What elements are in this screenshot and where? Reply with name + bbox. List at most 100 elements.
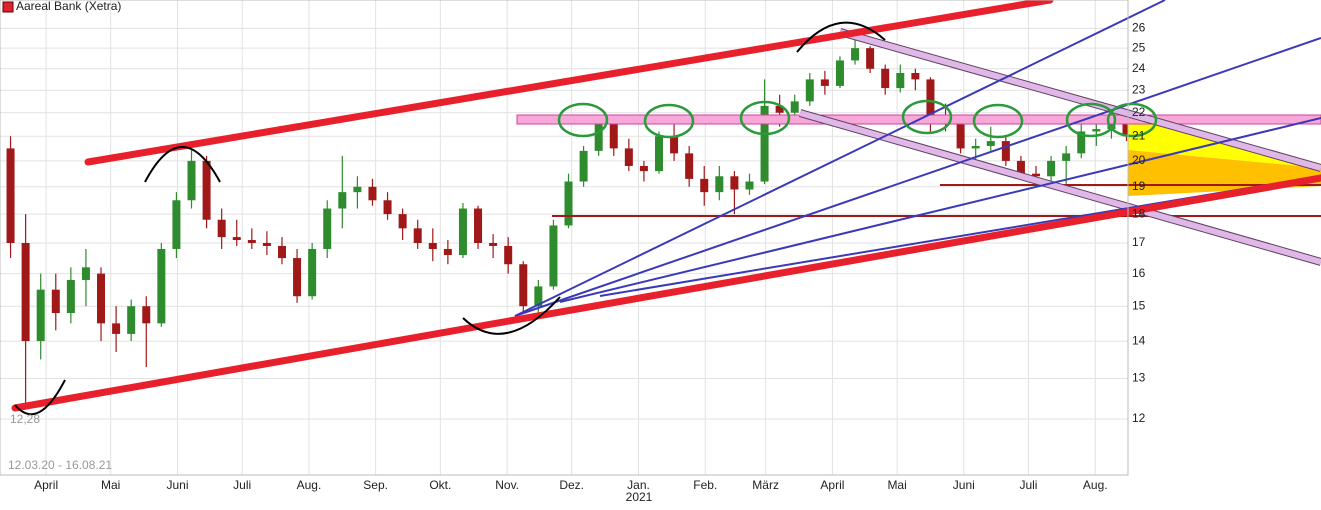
candle-body (36, 289, 45, 342)
ellipse (1106, 102, 1158, 138)
candle-body (277, 245, 286, 259)
candle-body (172, 200, 181, 249)
ellipse (901, 99, 953, 135)
candle-body (956, 124, 965, 149)
ellipses (557, 99, 1158, 139)
ellipse (557, 102, 609, 138)
candle-body (639, 165, 648, 172)
candle-body (458, 208, 467, 256)
candle-body (232, 237, 241, 241)
candle-body (926, 79, 935, 118)
x-tick-label: Mai (887, 478, 906, 492)
candle-body (609, 124, 618, 149)
x-tick-label: April (34, 478, 58, 492)
candle-body (564, 181, 573, 226)
upper-trend (84, 0, 1054, 166)
ellipse (1065, 102, 1117, 138)
candle-body (217, 219, 226, 238)
arcs (14, 21, 886, 416)
y-tick-label: 14 (1132, 333, 1146, 347)
candle-body (202, 160, 211, 220)
candle-body (127, 306, 136, 334)
arc (144, 146, 221, 183)
candle-body (730, 176, 739, 190)
x-tick-label: Mai (101, 478, 120, 492)
candle-body (1062, 153, 1071, 161)
candle-body (745, 181, 754, 190)
y-tick-label: 22 (1132, 105, 1146, 119)
candle-body (6, 148, 15, 243)
candle-body (654, 136, 663, 172)
candle-body (1032, 173, 1041, 177)
candle-body (911, 73, 920, 80)
candle-body (579, 150, 588, 182)
y-tick-label: 20 (1132, 153, 1146, 167)
candle-body (66, 279, 75, 314)
candle-body (820, 79, 829, 86)
candle-body (443, 248, 452, 256)
y-tick-label: 25 (1132, 40, 1146, 54)
candle-body (519, 264, 528, 307)
candle-body (971, 145, 980, 149)
ellipse (739, 100, 791, 136)
legend-swatch (2, 1, 14, 13)
y-tick-label: 15 (1132, 298, 1146, 312)
candle-body (474, 208, 483, 243)
candle-body (790, 101, 799, 113)
candle-body (428, 242, 437, 249)
x-tick-label: Juli (233, 478, 251, 492)
candle-body (142, 306, 151, 324)
y-tick-label: 18 (1132, 206, 1146, 220)
x-tick-label: Aug. (1083, 478, 1108, 492)
candle-body (835, 60, 844, 86)
candle-body (881, 68, 890, 89)
ellipse (643, 103, 695, 139)
x-tick-label: Nov. (495, 478, 519, 492)
candle-body (775, 105, 784, 113)
channel-line (799, 110, 1321, 265)
x-tick-label: Aug. (297, 478, 322, 492)
x-tick-label: Sep. (363, 478, 388, 492)
candle-body (670, 136, 679, 154)
candle-body (715, 176, 724, 193)
candle-body (700, 178, 709, 193)
candle-body (398, 214, 407, 229)
candle-body (594, 124, 603, 151)
candle-body (760, 105, 769, 182)
candle-body (489, 242, 498, 246)
x-tick-label: April (820, 478, 844, 492)
candle-body (323, 208, 332, 249)
arc (796, 21, 886, 53)
x-tick-label: Juni (953, 478, 975, 492)
y-tick-label: 13 (1132, 371, 1146, 385)
y-tick-label: 19 (1132, 179, 1146, 193)
x-tick-label: März (752, 478, 779, 492)
candle-body (187, 160, 196, 201)
candle-body (308, 248, 317, 297)
candle-body (549, 225, 558, 287)
low-label: 12,28 (10, 412, 40, 426)
candle-body (986, 141, 995, 146)
candle-body (685, 153, 694, 179)
candle-body (338, 192, 347, 209)
grid (0, 0, 1128, 475)
fan-line (514, 37, 1321, 317)
candle-body (1077, 131, 1086, 154)
candle-body (51, 289, 60, 314)
legend-label: Aareal Bank (Xetra) (16, 0, 121, 13)
channel-line (839, 29, 1321, 171)
candle-body (81, 267, 90, 280)
candle-body (866, 48, 875, 69)
candle-body (368, 186, 377, 201)
candle-body (413, 228, 422, 243)
trend-drawings (11, 0, 1321, 416)
y-tick-label: 26 (1132, 21, 1146, 35)
x-tick-label: Juli (1019, 478, 1037, 492)
arc (462, 296, 561, 335)
candle-body (1122, 122, 1131, 137)
candle-body (1047, 160, 1056, 177)
year-label: 2021 (626, 490, 653, 504)
y-tick-label: 23 (1132, 82, 1146, 96)
candle-body (624, 148, 633, 166)
